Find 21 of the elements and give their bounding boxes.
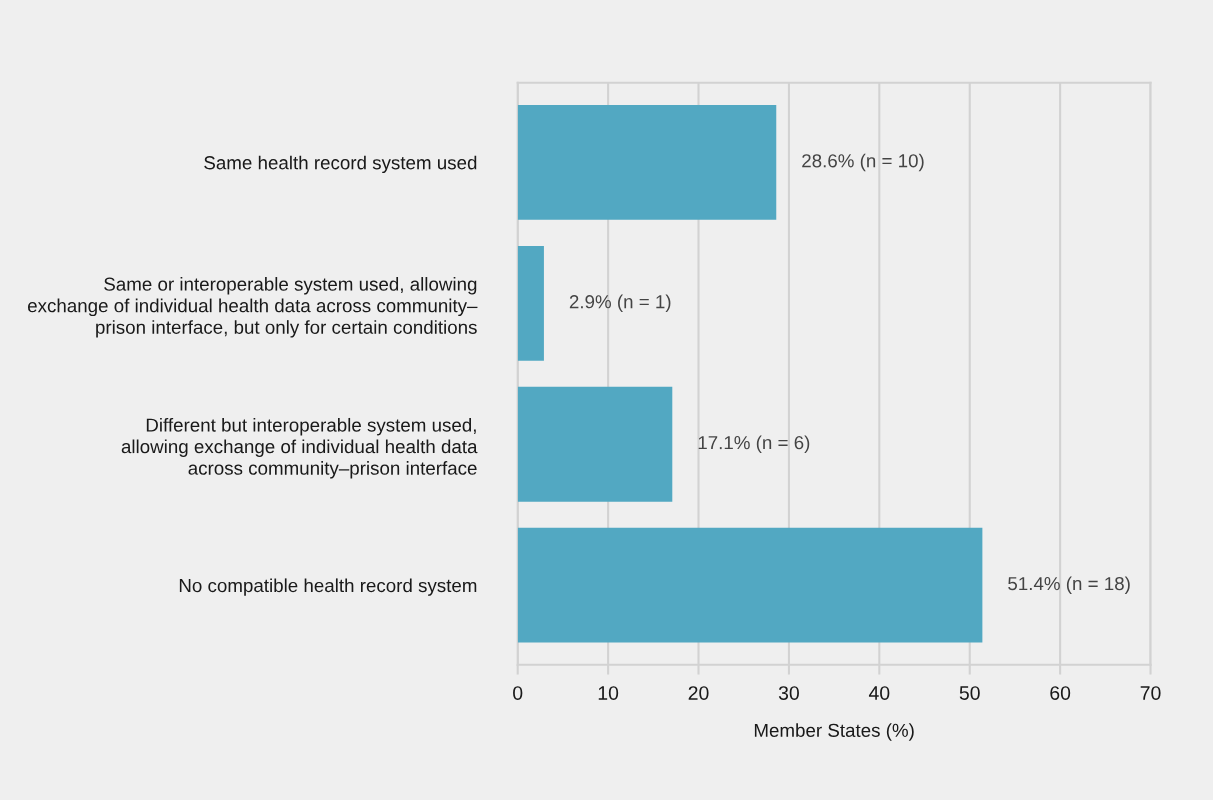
y-tick-label: No compatible health record system xyxy=(179,578,477,596)
bar xyxy=(517,527,983,643)
x-tick-label: 60 xyxy=(1050,686,1071,700)
x-tick-label: 30 xyxy=(778,686,799,700)
y-tick-label: Same or interoperable system used, allowing exchange of individual health data across community– prison interface, but only for certain conditions xyxy=(27,277,478,338)
data-label: 17.1% (n = 6) xyxy=(698,435,810,453)
x-axis-title: Member States (%) xyxy=(754,723,914,741)
y-tick-label: Different but interoperable system used, allowing exchange of individual health data across community–prison interface xyxy=(121,417,478,479)
x-tick-label: 20 xyxy=(688,686,709,700)
bar xyxy=(517,386,673,502)
x-tick-label: 70 xyxy=(1140,686,1161,700)
bar xyxy=(517,104,777,220)
x-tick-label: 50 xyxy=(959,686,980,700)
y-tick-label: Same health record system used xyxy=(204,155,477,174)
x-tick-label: 10 xyxy=(598,686,619,700)
data-label: 2.9% (n = 1) xyxy=(569,294,671,313)
bar xyxy=(517,245,544,361)
x-tick-label: 0 xyxy=(513,686,523,700)
x-tick-label: 40 xyxy=(868,686,890,700)
data-label: 28.6% (n = 10) xyxy=(802,153,924,172)
data-label: 51.4% (n = 18) xyxy=(1008,576,1130,594)
